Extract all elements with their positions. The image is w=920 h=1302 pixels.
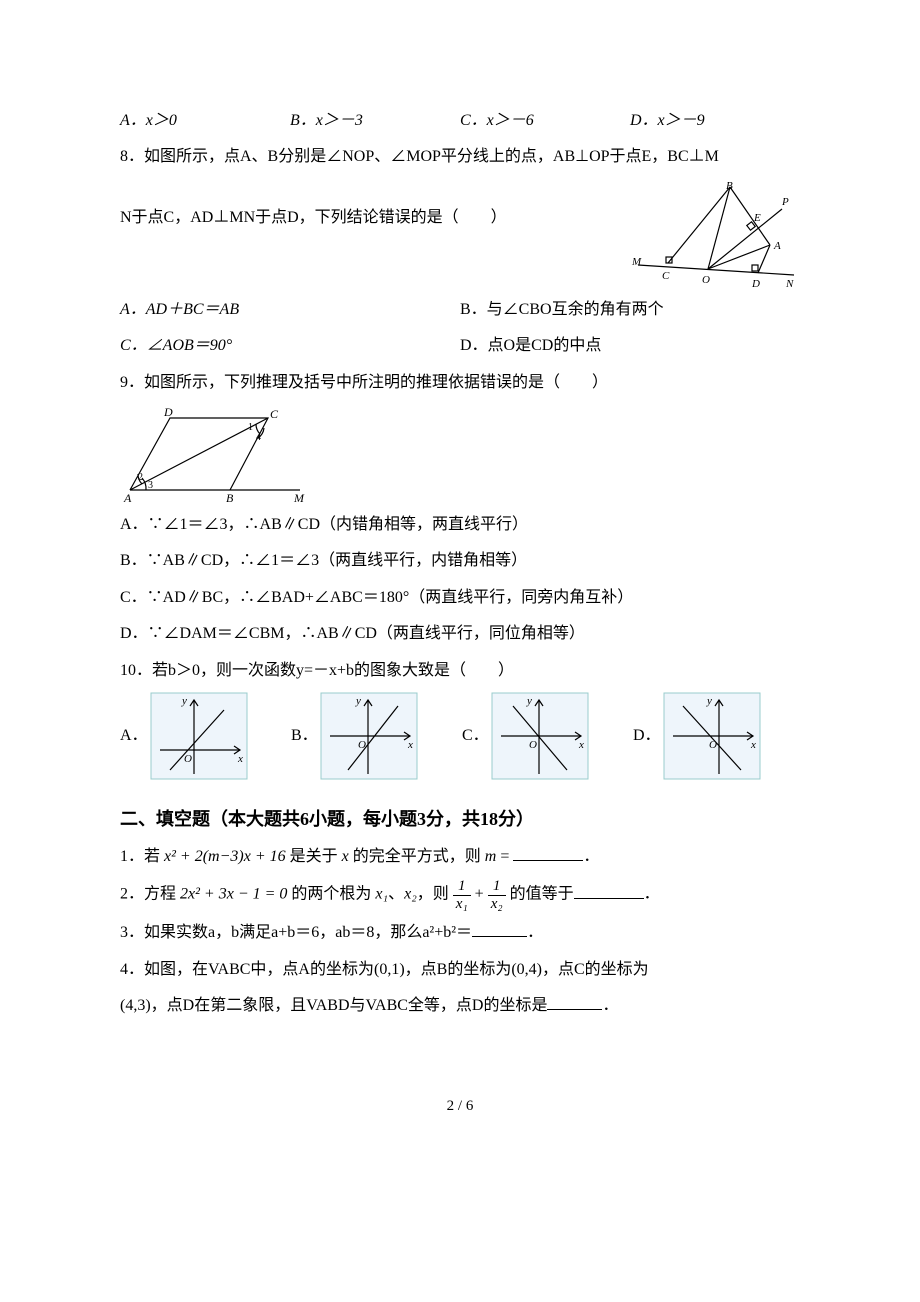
svg-text:O: O xyxy=(529,739,537,751)
q10-graph-a: x y O xyxy=(150,692,248,780)
q8-label-D: D xyxy=(751,278,760,289)
section2-title: 二、填空题（本大题共6小题，每小题3分，共18分） xyxy=(120,802,800,836)
q10-graph-b: x y O xyxy=(320,692,418,780)
q8-label-B: B xyxy=(726,180,733,192)
svg-text:O: O xyxy=(184,753,192,765)
blank xyxy=(574,882,644,899)
q9-opt-b: B．∵AB∥CD，∴∠1＝∠3（两直线平行，内错角相等） xyxy=(120,546,800,576)
q9-opt-c: C．∵AD∥BC，∴∠BAD+∠ABC＝180°（两直线平行，同旁内角互补） xyxy=(120,583,800,613)
blank xyxy=(513,844,583,861)
svg-text:y: y xyxy=(181,695,187,707)
q9-num-3: 3 xyxy=(148,480,153,491)
q8-opt-d: D．点O是CD的中点 xyxy=(460,331,800,361)
fill-q3: 3．如果实数a，b满足a+b＝6，ab＝8，那么a²+b²＝． xyxy=(120,918,800,948)
q9-label-B: B xyxy=(226,491,234,504)
svg-text:x: x xyxy=(237,753,243,765)
q8-label-E: E xyxy=(753,212,761,224)
fill-q4-line2: (4,3)，点D在第二象限，且VABD与VABC全等，点D的坐标是． xyxy=(120,991,800,1021)
q8-opt-c: C．∠AOB＝90° xyxy=(120,331,460,361)
svg-text:O: O xyxy=(358,739,366,751)
q10-stem: 10．若b＞0，则一次函数y=－x+b的图象大致是（ ） xyxy=(120,656,800,686)
q8-opts-row2: C．∠AOB＝90° D．点O是CD的中点 xyxy=(120,331,800,361)
q9-label-C: C xyxy=(270,407,279,421)
q7-options: A．x＞0 B．x＞－3 C．x＞－6 D．x＞－9 xyxy=(120,106,800,136)
q9-stem: 9．如图所示，下列推理及括号中所注明的推理依据错误的是（ ） xyxy=(120,368,800,398)
q9-opt-a: A．∵∠1＝∠3，∴AB∥CD（内错角相等，两直线平行） xyxy=(120,510,800,540)
q10-graph-d: x y O xyxy=(663,692,761,780)
q7-opt-d: D．x＞－9 xyxy=(630,106,800,136)
q8-stem-line1: 8．如图所示，点A、B分别是∠NOP、∠MOP平分线上的点，AB⊥OP于点E，B… xyxy=(120,142,800,172)
q8-label-M: M xyxy=(631,256,642,268)
q9-num-1: 1 xyxy=(248,422,253,433)
q9-num-4: 4 xyxy=(256,432,261,443)
svg-text:y: y xyxy=(526,695,532,707)
q8-opt-a: A．AD＋BC＝AB xyxy=(120,295,460,325)
q10-options: A． x y O B． x y xyxy=(120,692,800,780)
fill-q1: 1．若 x² + 2(m−3)x + 16 是关于 x 的完全平方式，则 m =… xyxy=(120,842,800,872)
q8-figure: M C O D N A E P B xyxy=(630,179,800,289)
fill-q4-line1: 4．如图，在VABC中，点A的坐标为(0,1)，点B的坐标为(0,4)，点C的坐… xyxy=(120,955,800,985)
q7-opt-b: B．x＞－3 xyxy=(290,106,460,136)
q10-graph-c: x y O xyxy=(491,692,589,780)
q9-label-M: M xyxy=(293,491,305,504)
q10-label-c: C． xyxy=(462,721,489,751)
svg-text:O: O xyxy=(709,739,717,751)
q9-num-2: 2 xyxy=(138,472,143,483)
q9-figure: A B C D M 1 2 3 4 xyxy=(120,404,800,504)
svg-text:y: y xyxy=(706,695,712,707)
svg-text:x: x xyxy=(750,739,756,751)
q8-label-N: N xyxy=(785,278,794,289)
q8-opts-row1: A．AD＋BC＝AB B．与∠CBO互余的角有两个 xyxy=(120,295,800,325)
svg-text:x: x xyxy=(407,739,413,751)
q9-label-A: A xyxy=(123,491,132,504)
q9-opt-d: D．∵∠DAM＝∠CBM，∴AB∥CD（两直线平行，同位角相等） xyxy=(120,619,800,649)
q10-label-a: A． xyxy=(120,721,148,751)
q8-label-O: O xyxy=(702,274,710,286)
fill-q2: 2．方程 2x² + 3x − 1 = 0 的两个根为 x₁、x₂，则 1x₁ … xyxy=(120,878,800,912)
q7-opt-c: C．x＞－6 xyxy=(460,106,630,136)
q8-label-A: A xyxy=(773,240,781,252)
q10-label-d: D． xyxy=(633,721,661,751)
page-number: 2 / 6 xyxy=(120,1092,800,1121)
q9-label-D: D xyxy=(163,405,173,419)
q8-opt-b: B．与∠CBO互余的角有两个 xyxy=(460,295,800,325)
q8-label-C: C xyxy=(662,270,670,282)
q7-opt-a: A．x＞0 xyxy=(120,106,290,136)
blank xyxy=(547,993,602,1010)
q10-label-b: B． xyxy=(291,721,318,751)
q8-label-P: P xyxy=(781,196,789,208)
svg-text:x: x xyxy=(578,739,584,751)
svg-text:y: y xyxy=(355,695,361,707)
blank xyxy=(472,920,527,937)
